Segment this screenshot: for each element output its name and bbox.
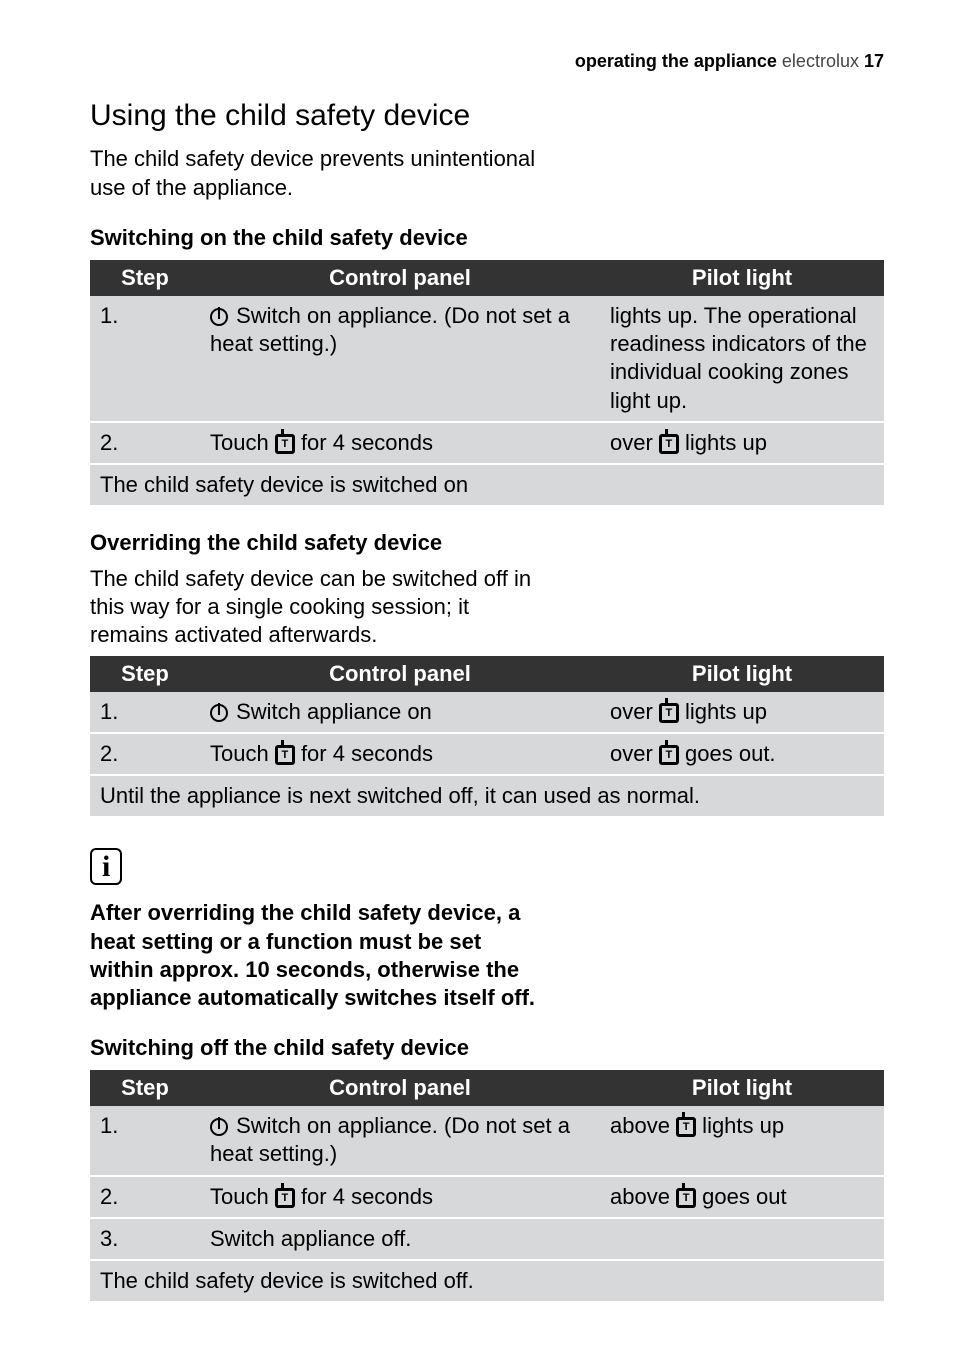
power-icon [210, 704, 228, 722]
cell-control: Touch for 4 seconds [200, 1176, 600, 1218]
table-row: 1. Switch on appliance. (Do not set a he… [90, 1106, 884, 1175]
t2-heading: Overriding the child safety device [90, 529, 884, 557]
cell-pilot-text: goes out. [679, 741, 776, 766]
cell-pilot: over goes out. [600, 733, 884, 775]
cell-pilot: above lights up [600, 1106, 884, 1175]
table-row: 2. Touch for 4 seconds above goes out [90, 1176, 884, 1218]
cell-pilot-text: goes out [696, 1184, 787, 1209]
cell-control-pre: Touch [210, 430, 275, 455]
th-control: Control panel [200, 260, 600, 296]
cell-step: 3. [90, 1218, 200, 1260]
page-intro: The child safety device prevents uninten… [90, 145, 550, 201]
info-icon: i [90, 848, 122, 885]
cell-pilot-text: lights up [696, 1113, 784, 1138]
cell-control-text: for 4 seconds [295, 430, 433, 455]
cell-pilot-pre: over [610, 699, 659, 724]
table-header-row: Step Control panel Pilot light [90, 656, 884, 692]
cell-control-text: for 4 seconds [295, 1184, 433, 1209]
table-row: 2. Touch for 4 seconds over goes out. [90, 733, 884, 775]
cell-pilot: lights up. The operational readiness ind… [600, 296, 884, 422]
cell-control: Switch appliance off. [200, 1218, 600, 1260]
cell-step: 1. [90, 1106, 200, 1175]
table-row: 3. Switch appliance off. [90, 1218, 884, 1260]
cell-pilot-pre: above [610, 1184, 676, 1209]
header-brand: electrolux [777, 51, 864, 71]
override-note: After overriding the child safety device… [90, 899, 550, 1012]
cell-control-text: Switch appliance on [230, 699, 432, 724]
cell-control-pre: Touch [210, 741, 275, 766]
timer-icon [676, 1117, 696, 1137]
cell-control-text: Switch on appliance. (Do not set a heat … [210, 1113, 570, 1166]
cell-control: Switch on appliance. (Do not set a heat … [200, 1106, 600, 1175]
cell-pilot-text: lights up [679, 699, 767, 724]
page-title: Using the child safety device [90, 97, 884, 135]
cell-control: Switch appliance on [200, 692, 600, 733]
table-footer: The child safety device is switched on [90, 464, 884, 505]
cell-step: 2. [90, 1176, 200, 1218]
cell-step: 1. [90, 296, 200, 422]
th-pilot: Pilot light [600, 1070, 884, 1106]
header-page-num: 17 [864, 51, 884, 71]
timer-icon [676, 1188, 696, 1208]
th-pilot: Pilot light [600, 656, 884, 692]
power-icon [210, 308, 228, 326]
cell-pilot: over lights up [600, 692, 884, 733]
th-step: Step [90, 260, 200, 296]
page-header: operating the appliance electrolux 17 [90, 50, 884, 73]
table-row: 2. Touch for 4 seconds over lights up [90, 422, 884, 464]
t3-heading: Switching off the child safety device [90, 1034, 884, 1062]
table-footer: The child safety device is switched off. [90, 1260, 884, 1301]
cell-pilot-pre: over [610, 741, 659, 766]
header-section: operating the appliance [575, 51, 777, 71]
th-control: Control panel [200, 656, 600, 692]
t3-table: Step Control panel Pilot light 1. Switch… [90, 1070, 884, 1301]
table-header-row: Step Control panel Pilot light [90, 260, 884, 296]
th-step: Step [90, 656, 200, 692]
power-icon [210, 1118, 228, 1136]
t2-table: Step Control panel Pilot light 1. Switch… [90, 656, 884, 817]
cell-control-text: Switch on appliance. (Do not set a heat … [210, 303, 570, 356]
cell-pilot [600, 1218, 884, 1260]
cell-control-text: for 4 seconds [295, 741, 433, 766]
cell-control: Touch for 4 seconds [200, 422, 600, 464]
cell-pilot: over lights up [600, 422, 884, 464]
t2-intro: The child safety device can be switched … [90, 565, 550, 649]
timer-icon [275, 1188, 295, 1208]
cell-step: 2. [90, 422, 200, 464]
table-row: 1. Switch on appliance. (Do not set a he… [90, 296, 884, 422]
cell-step: 2. [90, 733, 200, 775]
table-header-row: Step Control panel Pilot light [90, 1070, 884, 1106]
timer-icon [275, 745, 295, 765]
info-glyph: i [102, 850, 110, 883]
timer-icon [659, 703, 679, 723]
table-row: 1. Switch appliance on over lights up [90, 692, 884, 733]
cell-control-pre: Touch [210, 1184, 275, 1209]
th-control: Control panel [200, 1070, 600, 1106]
timer-icon [659, 745, 679, 765]
timer-icon [275, 434, 295, 454]
cell-pilot-pre: over [610, 430, 659, 455]
t1-table: Step Control panel Pilot light 1. Switch… [90, 260, 884, 505]
table-footer-row: The child safety device is switched off. [90, 1260, 884, 1301]
cell-pilot-text: lights up [679, 430, 767, 455]
cell-pilot-pre: above [610, 1113, 676, 1138]
th-step: Step [90, 1070, 200, 1106]
table-footer-row: The child safety device is switched on [90, 464, 884, 505]
t1-heading: Switching on the child safety device [90, 224, 884, 252]
table-footer: Until the appliance is next switched off… [90, 775, 884, 816]
table-footer-row: Until the appliance is next switched off… [90, 775, 884, 816]
cell-control: Switch on appliance. (Do not set a heat … [200, 296, 600, 422]
cell-pilot: above goes out [600, 1176, 884, 1218]
cell-control: Touch for 4 seconds [200, 733, 600, 775]
timer-icon [659, 434, 679, 454]
th-pilot: Pilot light [600, 260, 884, 296]
cell-step: 1. [90, 692, 200, 733]
